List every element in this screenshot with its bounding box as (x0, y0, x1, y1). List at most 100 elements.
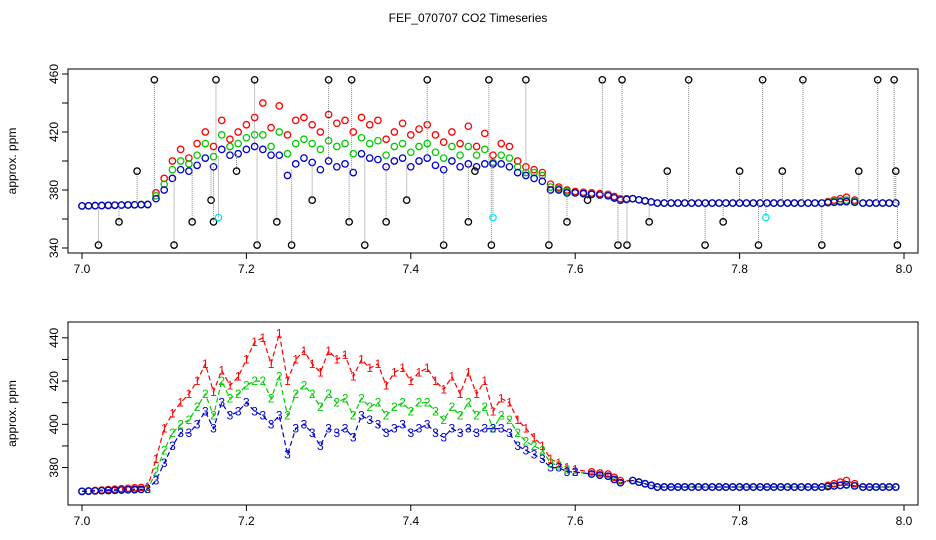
series-3-symbol: 3 (383, 426, 390, 440)
black-point (623, 241, 631, 249)
blue-point (423, 154, 432, 162)
series-3-symbol: 3 (407, 426, 414, 440)
green-point (349, 149, 358, 158)
blue-point (641, 197, 649, 205)
blue-point (332, 162, 341, 171)
blue-point (571, 189, 580, 197)
green-point (390, 142, 399, 151)
series-3-symbol: 3 (498, 422, 505, 436)
series-3-symbol: 3 (465, 422, 472, 436)
series-2-symbol: 2 (243, 378, 250, 392)
series-2-symbol: 2 (383, 409, 390, 423)
series-3-symbol: 3 (333, 426, 340, 440)
red-point (382, 135, 390, 144)
green-point (185, 160, 193, 168)
series-2-symbol: 2 (194, 400, 201, 414)
blue-point (283, 171, 292, 180)
green-point (472, 151, 481, 160)
top-panel: 7.0 7.2 7.4 7.6 7.8 8.0 340 380 420 460 approx. pp… (5, 64, 919, 276)
red-point (415, 125, 423, 133)
black-point (207, 196, 215, 204)
series-2-symbol: 2 (432, 404, 439, 418)
series-2-symbol: 2 (391, 400, 398, 414)
blue-point (628, 194, 637, 203)
series-2-symbol: 2 (202, 387, 209, 401)
x-tick-label: 7.6 (567, 514, 584, 528)
series-1-symbol: 1 (407, 374, 414, 388)
plot-frame (67, 321, 919, 506)
blue-point (842, 197, 851, 206)
series-3-symbol: 3 (284, 448, 291, 462)
series-1-symbol: 1 (449, 370, 456, 384)
series-2-symbol: 2 (440, 413, 447, 427)
series-3-symbol: 3 (292, 422, 299, 436)
series-2-symbol: 2 (465, 396, 472, 410)
series-1-symbol: 1 (432, 374, 439, 388)
y-tick-label: 440 (47, 327, 61, 347)
blue-point (722, 199, 730, 207)
red-point (300, 113, 308, 122)
blue-point (522, 171, 530, 180)
blue-point (859, 199, 867, 207)
black-point (170, 241, 178, 249)
series-1-symbol: 1 (564, 461, 571, 475)
red-point (176, 145, 185, 154)
y-tick-label: 400 (47, 414, 61, 434)
red-point (423, 120, 432, 129)
green-point (209, 152, 218, 161)
series-3-point (137, 485, 146, 494)
blue-point (804, 199, 812, 207)
series-3-point (842, 481, 851, 489)
series-2-symbol: 2 (186, 413, 193, 427)
series-2-symbol: 2 (358, 391, 365, 405)
series-1-symbol: 1 (473, 387, 480, 401)
blue-point (546, 186, 555, 194)
black-point (464, 218, 473, 226)
blue-point (124, 201, 132, 209)
series-2-symbol: 2 (449, 400, 456, 414)
blue-point (160, 186, 169, 194)
black-point (563, 218, 571, 226)
red-point (217, 116, 226, 125)
series-2-symbol: 2 (268, 391, 275, 405)
blue-point (513, 168, 522, 177)
black-point (854, 167, 863, 175)
red-point (308, 120, 317, 129)
series-2-symbol: 2 (333, 396, 340, 410)
black-point (598, 75, 607, 84)
blue-point (674, 199, 682, 207)
black-point (360, 241, 369, 249)
blue-point (365, 154, 374, 162)
red-point (406, 131, 415, 139)
blue-point (137, 200, 146, 209)
green-point (332, 142, 341, 151)
series-1-symbol: 1 (481, 374, 488, 388)
series-2-symbol: 2 (161, 443, 168, 457)
black-point (719, 218, 728, 226)
blue-point (193, 161, 201, 170)
series-1-symbol: 1 (539, 439, 546, 453)
black-point (487, 241, 496, 249)
blue-point (472, 162, 481, 171)
black-point (545, 241, 553, 249)
series-3-symbol: 3 (432, 426, 439, 440)
series-2-symbol: 2 (276, 370, 283, 384)
series-1-symbol: 1 (416, 365, 423, 379)
series-1-symbol: 1 (350, 370, 357, 384)
series-1-symbol: 1 (506, 396, 513, 410)
series-3-symbol: 3 (202, 404, 209, 418)
green-point (308, 139, 317, 148)
green-point (300, 135, 308, 144)
blue-point (749, 199, 758, 207)
series-2-symbol: 2 (292, 387, 299, 401)
blue-point (91, 201, 100, 210)
blue-point (431, 161, 440, 170)
blue-point (776, 199, 785, 207)
black-point (253, 241, 261, 249)
black-point (618, 75, 626, 84)
series-1-symbol: 1 (490, 404, 497, 418)
blue-point (152, 194, 160, 203)
series-1-symbol: 1 (383, 378, 390, 392)
black-point (94, 241, 103, 249)
blue-point (357, 149, 366, 158)
